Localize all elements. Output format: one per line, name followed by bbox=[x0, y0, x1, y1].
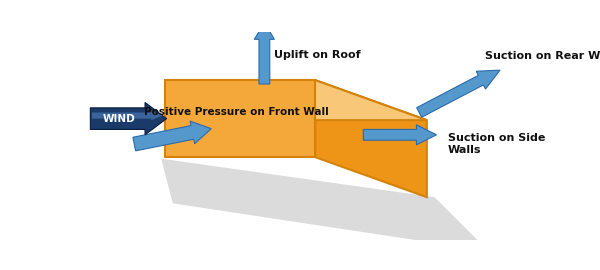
Polygon shape bbox=[91, 103, 167, 135]
Polygon shape bbox=[92, 111, 163, 120]
Polygon shape bbox=[165, 80, 427, 120]
Text: Uplift on Roof: Uplift on Roof bbox=[274, 50, 360, 60]
Polygon shape bbox=[133, 121, 211, 151]
Polygon shape bbox=[364, 125, 436, 145]
Text: Positive Pressure on Front Wall: Positive Pressure on Front Wall bbox=[144, 107, 329, 117]
Polygon shape bbox=[315, 80, 427, 197]
Polygon shape bbox=[254, 22, 274, 84]
Polygon shape bbox=[416, 70, 500, 117]
Text: Suction on Side
Walls: Suction on Side Walls bbox=[448, 133, 545, 155]
Polygon shape bbox=[161, 159, 488, 251]
Text: Suction on Rear Wall: Suction on Rear Wall bbox=[485, 51, 600, 61]
Text: WIND: WIND bbox=[103, 114, 135, 124]
Polygon shape bbox=[165, 80, 315, 157]
